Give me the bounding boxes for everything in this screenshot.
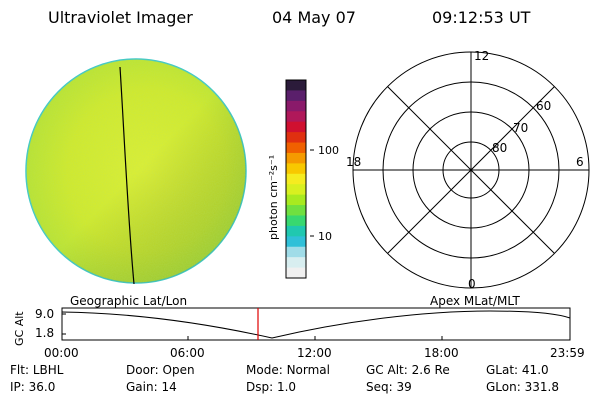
colorbar-frame — [285, 79, 307, 279]
status-flt: Flt: LBHL — [10, 363, 64, 377]
status-flt-value: LBHL — [32, 363, 64, 377]
status-glat-value: 41.0 — [521, 363, 549, 377]
timeline-ylabel: GC Alt — [13, 311, 26, 346]
status-glon: GLon: 331.8 — [486, 380, 559, 394]
colorbar-segment — [286, 246, 306, 258]
colorbar-segment — [286, 173, 306, 185]
colorbar-segment — [286, 100, 306, 112]
status-seq: Seq: 39 — [366, 380, 412, 394]
mlt-label-12: 12 — [474, 49, 489, 63]
timeline-frame — [61, 307, 571, 341]
uv-image — [25, 58, 247, 285]
colorbar-segment — [286, 184, 306, 196]
status-mode: Mode: Normal — [246, 363, 330, 377]
status-glat: GLat: 41.0 — [486, 363, 549, 377]
time-tick-1800: 18:00 — [424, 346, 459, 360]
terminator-line — [119, 66, 135, 285]
polar-diag-2 — [387, 86, 555, 254]
colorbar-segment — [286, 163, 306, 175]
colorbar-segment — [286, 152, 306, 164]
colorbar-segment — [286, 225, 306, 237]
colorbar-segment — [286, 121, 306, 133]
status-gain-value: 14 — [161, 380, 177, 394]
time-tick-1200: 12:00 — [297, 346, 332, 360]
status-gain: Gain: 14 — [126, 380, 177, 394]
ylabel-1.8: 1.8 — [35, 326, 55, 340]
status-mode-value: Normal — [286, 363, 330, 377]
time-tick-0000: 00:00 — [44, 346, 79, 360]
colorbar-segment — [286, 90, 306, 102]
mlt-label-6: 6 — [576, 155, 584, 169]
time-label: 09:12:53 UT — [432, 8, 531, 27]
mlt-label-0: 0 — [468, 277, 476, 291]
colorbar-segment — [286, 111, 306, 123]
lat-label-70: 70 — [513, 121, 528, 135]
altitude-timeline — [61, 307, 571, 341]
status-gcalt: GC Alt: 2.6 Re — [366, 363, 450, 377]
colorbar-unit: photon cm⁻²s⁻¹ — [267, 155, 280, 240]
colorbar-segment — [286, 80, 306, 92]
status-door-value: Open — [162, 363, 195, 377]
ylabel-9: 9.0 — [35, 307, 55, 321]
colorbar-label-100: 100 — [318, 144, 339, 157]
status-seq-value: 39 — [396, 380, 412, 394]
status-gcalt-value: 2.6 Re — [411, 363, 450, 377]
colorbar-segment — [286, 257, 306, 269]
colorbar-segment — [286, 236, 306, 248]
status-ip: IP: 36.0 — [10, 380, 56, 394]
polar-grid — [352, 51, 590, 289]
status-dsp: Dsp: 1.0 — [246, 380, 297, 394]
mlt-label-18: 18 — [346, 155, 361, 169]
colorbar-segment — [286, 205, 306, 217]
colorbar-segment — [286, 142, 306, 154]
instrument-title: Ultraviolet Imager — [48, 8, 193, 27]
status-dsp-value: 1.0 — [276, 380, 297, 394]
lat-label-80: 80 — [492, 141, 507, 155]
colorbar — [285, 79, 307, 279]
time-tick-2359: 23:59 — [550, 346, 585, 360]
status-door: Door: Open — [126, 363, 195, 377]
status-glon-value: 331.8 — [524, 380, 559, 394]
uv-disk-noise — [26, 59, 246, 283]
date-label: 04 May 07 — [272, 8, 356, 27]
colorbar-segment — [286, 194, 306, 206]
status-ip-value: 36.0 — [28, 380, 56, 394]
colorbar-label-10: 10 — [318, 230, 332, 243]
altitude-curve — [61, 310, 571, 339]
apex-caption: Apex MLat/MLT — [430, 294, 520, 308]
colorbar-segment — [286, 132, 306, 144]
time-tick-0600: 06:00 — [170, 346, 205, 360]
lat-label-60: 60 — [536, 99, 551, 113]
colorbar-segment — [286, 215, 306, 227]
colorbar-segment — [286, 267, 306, 279]
geo-caption: Geographic Lat/Lon — [70, 294, 188, 308]
